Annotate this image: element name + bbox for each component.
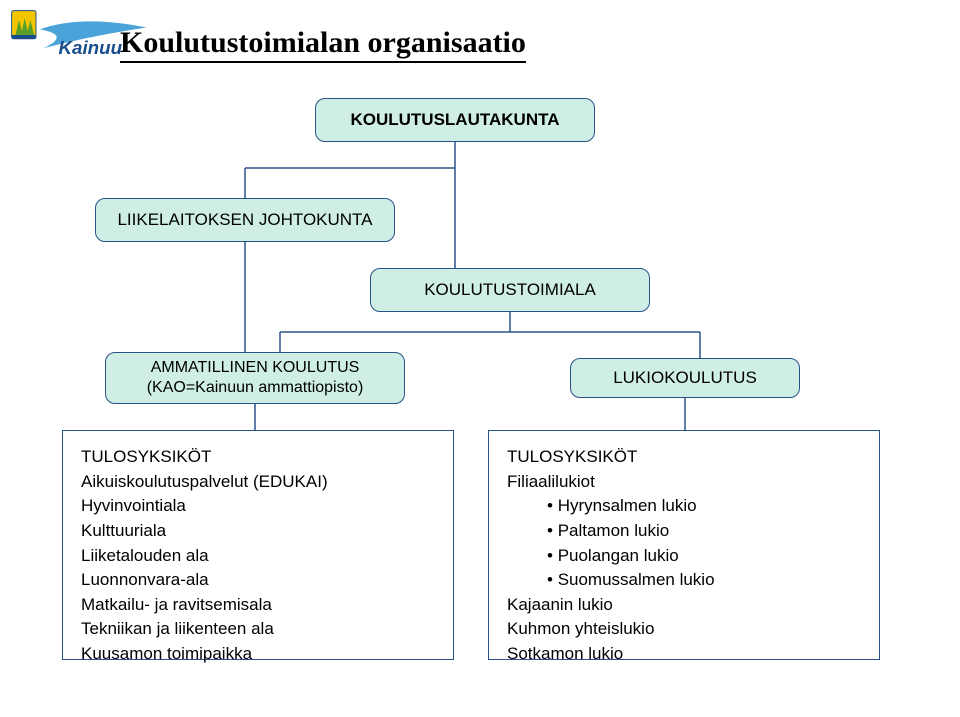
panel-left-line: Aikuiskoulutuspalvelut (EDUKAI) (81, 470, 435, 495)
box-koulutuslautakunta: KOULUTUSLAUTAKUNTA (315, 98, 595, 142)
panel-right-line: Kajaanin lukio (507, 593, 861, 618)
panel-right-header: TULOSYKSIKÖT (507, 445, 861, 470)
panel-right-group-label: Filiaalilukiot (507, 470, 861, 495)
panel-tulosyksikot-left: TULOSYKSIKÖT Aikuiskoulutuspalvelut (EDU… (62, 430, 454, 660)
panel-left-line: Kulttuuriala (81, 519, 435, 544)
page-title: Koulutustoimialan organisaatio (120, 26, 526, 60)
box-liikelaitoksen-johtokunta: LIIKELAITOKSEN JOHTOKUNTA (95, 198, 395, 242)
box-ammatillinen-koulutus: AMMATILLINEN KOULUTUS (KAO=Kainuun ammat… (105, 352, 405, 404)
panel-left-line: Kuusamon toimipaikka (81, 642, 435, 667)
panel-right-line: Sotkamon lukio (507, 642, 861, 667)
box-lukiokoulutus: LUKIOKOULUTUS (570, 358, 800, 398)
panel-left-line: Liiketalouden ala (81, 544, 435, 569)
panel-right-bullet: Hyrynsalmen lukio (547, 494, 861, 519)
panel-right-lines-after: Kajaanin lukioKuhmon yhteislukioSotkamon… (507, 593, 861, 667)
panel-tulosyksikot-right: TULOSYKSIKÖT Filiaalilukiot Hyrynsalmen … (488, 430, 880, 660)
panel-left-line: Matkailu- ja ravitsemisala (81, 593, 435, 618)
panel-right-bullets: Hyrynsalmen lukioPaltamon lukioPuolangan… (547, 494, 861, 593)
panel-right-bullet: Suomussalmen lukio (547, 568, 861, 593)
panel-left-header: TULOSYKSIKÖT (81, 445, 435, 470)
panel-right-bullet: Paltamon lukio (547, 519, 861, 544)
panel-left-line: Hyvinvointiala (81, 494, 435, 519)
panel-right-line: Kuhmon yhteislukio (507, 617, 861, 642)
panel-left-line: Luonnonvara-ala (81, 568, 435, 593)
panel-left-line: Tekniikan ja liikenteen ala (81, 617, 435, 642)
logo-text: Kainuu (59, 37, 123, 58)
slide: Kainuu Koulutustoimialan organisaatio KO… (0, 0, 960, 717)
box-koulutustoimiala: KOULUTUSTOIMIALA (370, 268, 650, 312)
panel-left-lines: Aikuiskoulutuspalvelut (EDUKAI)Hyvinvoin… (81, 470, 435, 667)
panel-right-bullet: Puolangan lukio (547, 544, 861, 569)
